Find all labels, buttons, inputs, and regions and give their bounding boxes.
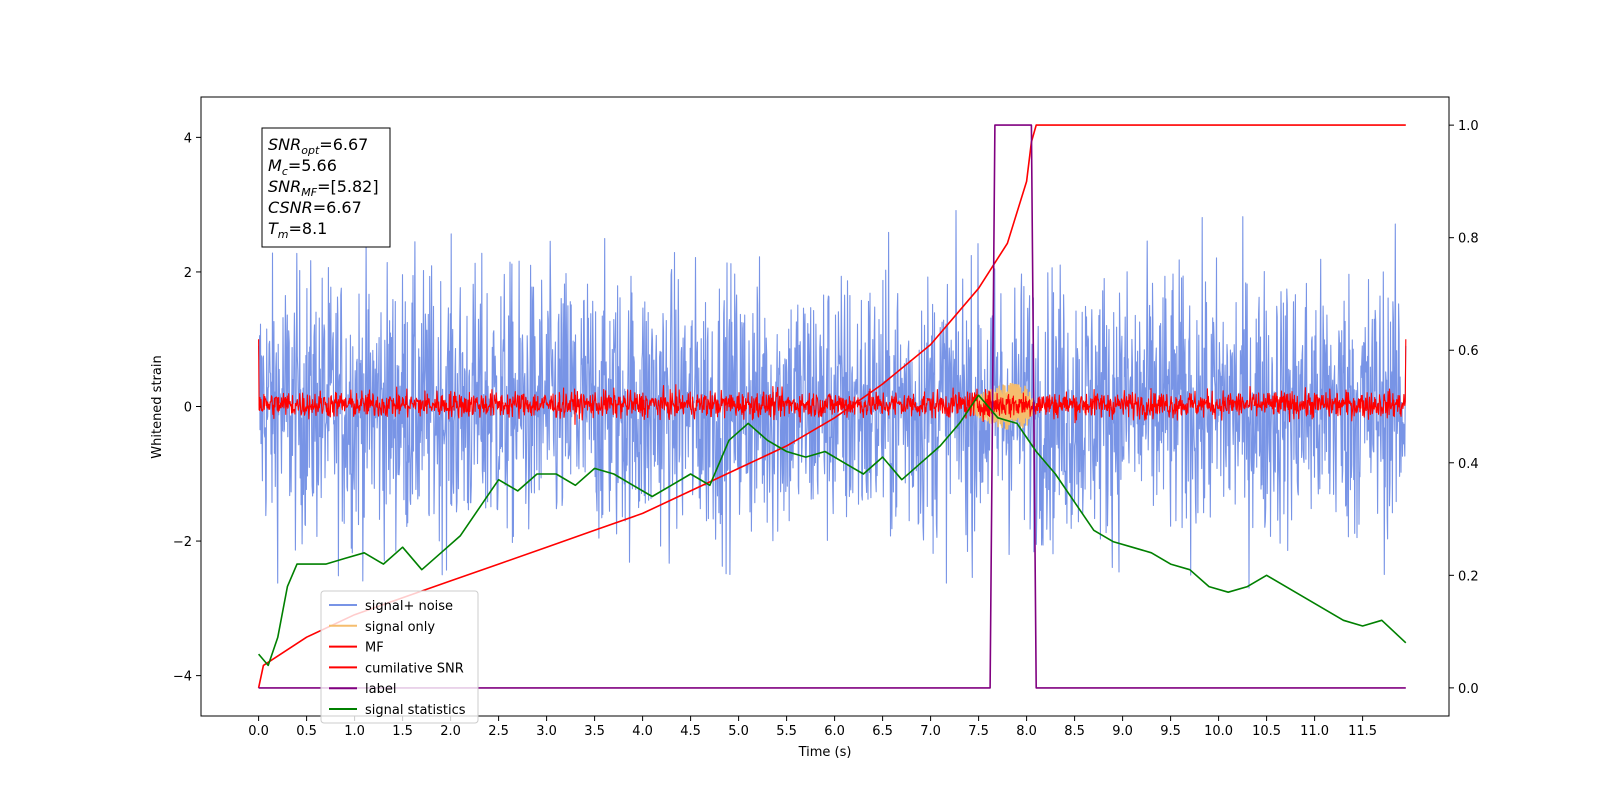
annotation-frame xyxy=(261,127,391,248)
y-right-tick-label: 0.2 xyxy=(1458,569,1479,584)
x-tick-label: 4.0 xyxy=(632,724,653,739)
x-tick-label: 7.0 xyxy=(920,724,941,739)
y-tick-label: −2 xyxy=(173,535,192,550)
y-right-tick-label: 1.0 xyxy=(1458,119,1479,134)
x-tick-label: 8.5 xyxy=(1064,724,1085,739)
y-tick-label: 2 xyxy=(184,266,192,281)
x-tick-label: 6.0 xyxy=(824,724,845,739)
x-axis-label: Time (s) xyxy=(798,745,852,760)
x-tick-label: 10.0 xyxy=(1204,724,1233,739)
x-tick-label: 5.5 xyxy=(776,724,797,739)
legend-label: cumilative SNR xyxy=(365,661,464,676)
annotation-line: SNRMF=[5.82] xyxy=(268,177,379,199)
x-tick-label: 9.0 xyxy=(1112,724,1133,739)
x-tick-label: 3.0 xyxy=(536,724,557,739)
y-tick-label: −4 xyxy=(173,670,192,685)
y-tick-label: 0 xyxy=(184,401,192,416)
x-tick-label: 11.5 xyxy=(1348,724,1377,739)
annotation-line: SNRopt=6.67 xyxy=(268,135,368,157)
x-tick-label: 1.0 xyxy=(344,724,365,739)
series-line-label xyxy=(258,124,1406,689)
y-axis-right: 0.0 0.2 0.4 0.6 0.8 1.0 xyxy=(1449,119,1479,697)
legend: signal+ noise signal only MF cumilative SNR… xyxy=(320,590,479,724)
x-tick-label: 2.5 xyxy=(488,724,509,739)
series-line-signal-statistics xyxy=(257,394,1407,667)
y-right-tick-label: 0.0 xyxy=(1458,682,1479,697)
x-tick-label: 8.0 xyxy=(1016,724,1037,739)
legend-label: signal only xyxy=(365,620,435,635)
x-tick-label: 10.5 xyxy=(1252,724,1281,739)
y-axis-label: Whitened strain xyxy=(150,355,165,458)
x-tick-label: 0.0 xyxy=(248,724,269,739)
y-right-tick-label: 0.6 xyxy=(1458,344,1479,359)
annotation-line: Tm=8.1 xyxy=(268,219,327,241)
x-tick-label: 9.5 xyxy=(1160,724,1181,739)
legend-label: MF xyxy=(365,641,384,656)
x-tick-label: 3.5 xyxy=(584,724,605,739)
x-tick-label: 2.0 xyxy=(440,724,461,739)
x-tick-label: 11.0 xyxy=(1300,724,1329,739)
legend-label: signal+ noise xyxy=(365,599,453,614)
x-tick-label: 4.5 xyxy=(680,724,701,739)
x-tick-label: 1.5 xyxy=(392,724,413,739)
y-right-tick-label: 0.4 xyxy=(1458,457,1479,472)
annotation-line: Mc=5.66 xyxy=(268,156,337,178)
y-right-tick-label: 0.8 xyxy=(1458,232,1479,247)
legend-label: signal statistics xyxy=(365,703,466,718)
y-tick-label: 4 xyxy=(184,131,192,146)
x-tick-label: 0.5 xyxy=(296,724,317,739)
legend-frame xyxy=(320,590,479,724)
y-axis-left: −4 −2 0 2 4 xyxy=(173,131,201,685)
x-tick-label: 7.5 xyxy=(968,724,989,739)
series-line-mf xyxy=(258,339,1407,425)
x-tick-label: 6.5 xyxy=(872,724,893,739)
annotation-line: CSNR=6.67 xyxy=(268,198,362,217)
x-tick-label: 5.0 xyxy=(728,724,749,739)
x-axis: 0.0 0.5 1.0 1.5 2.0 2.5 3.0 3.5 4.0 4.5 5.0 5.5 6.0 6… xyxy=(248,716,1377,739)
legend-label: label xyxy=(365,682,396,697)
